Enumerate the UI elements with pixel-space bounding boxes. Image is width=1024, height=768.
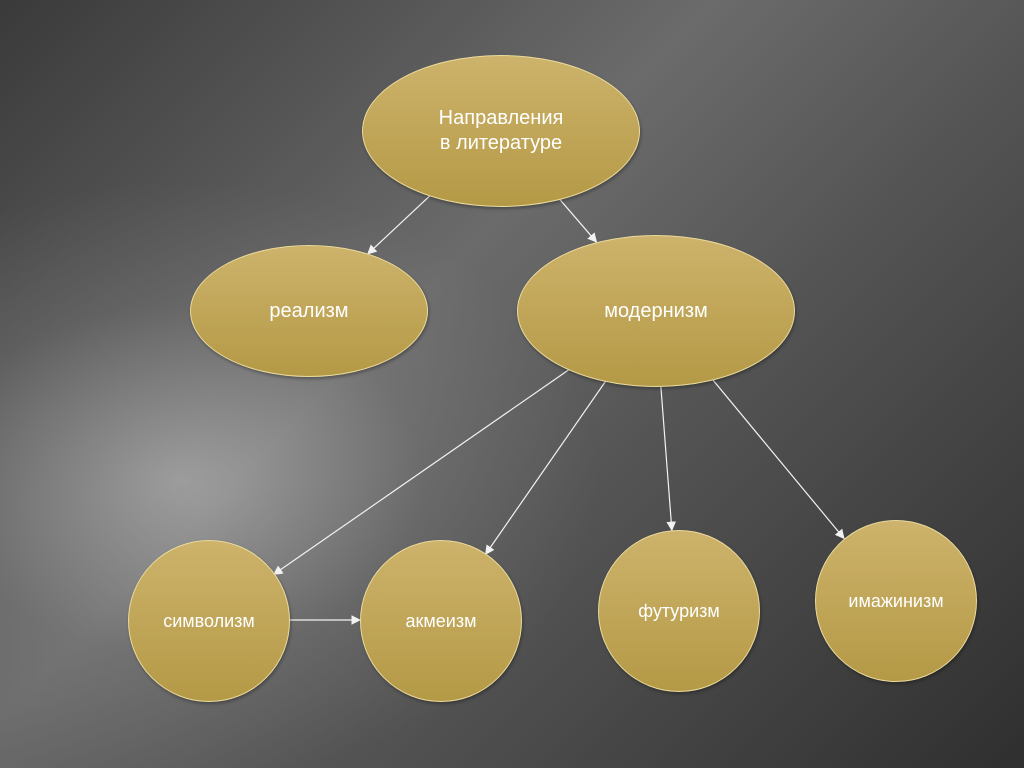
node-imaginism-label: имажинизм [848, 590, 943, 613]
node-modernism: модернизм [517, 235, 795, 387]
node-root: Направления в литературе [362, 55, 640, 207]
edge-modernism-acmeism [486, 380, 607, 554]
edge-root-realism [368, 195, 431, 254]
node-modernism-label: модернизм [604, 299, 708, 324]
node-acmeism-label: акмеизм [406, 610, 477, 633]
node-symbolism-label: символизм [163, 610, 255, 633]
edge-modernism-futurism [661, 385, 672, 530]
slide: Направления в литературе реализм модерни… [0, 0, 1024, 768]
node-futurism: футуризм [598, 530, 760, 692]
node-realism-label: реализм [269, 299, 348, 324]
node-imaginism: имажинизм [815, 520, 977, 682]
edge-modernism-imaginism [712, 378, 844, 538]
node-symbolism: символизм [128, 540, 290, 702]
node-root-label: Направления в литературе [439, 106, 564, 156]
node-futurism-label: футуризм [638, 600, 720, 623]
node-acmeism: акмеизм [360, 540, 522, 702]
edge-root-modernism [558, 198, 596, 242]
node-realism: реализм [190, 245, 428, 377]
